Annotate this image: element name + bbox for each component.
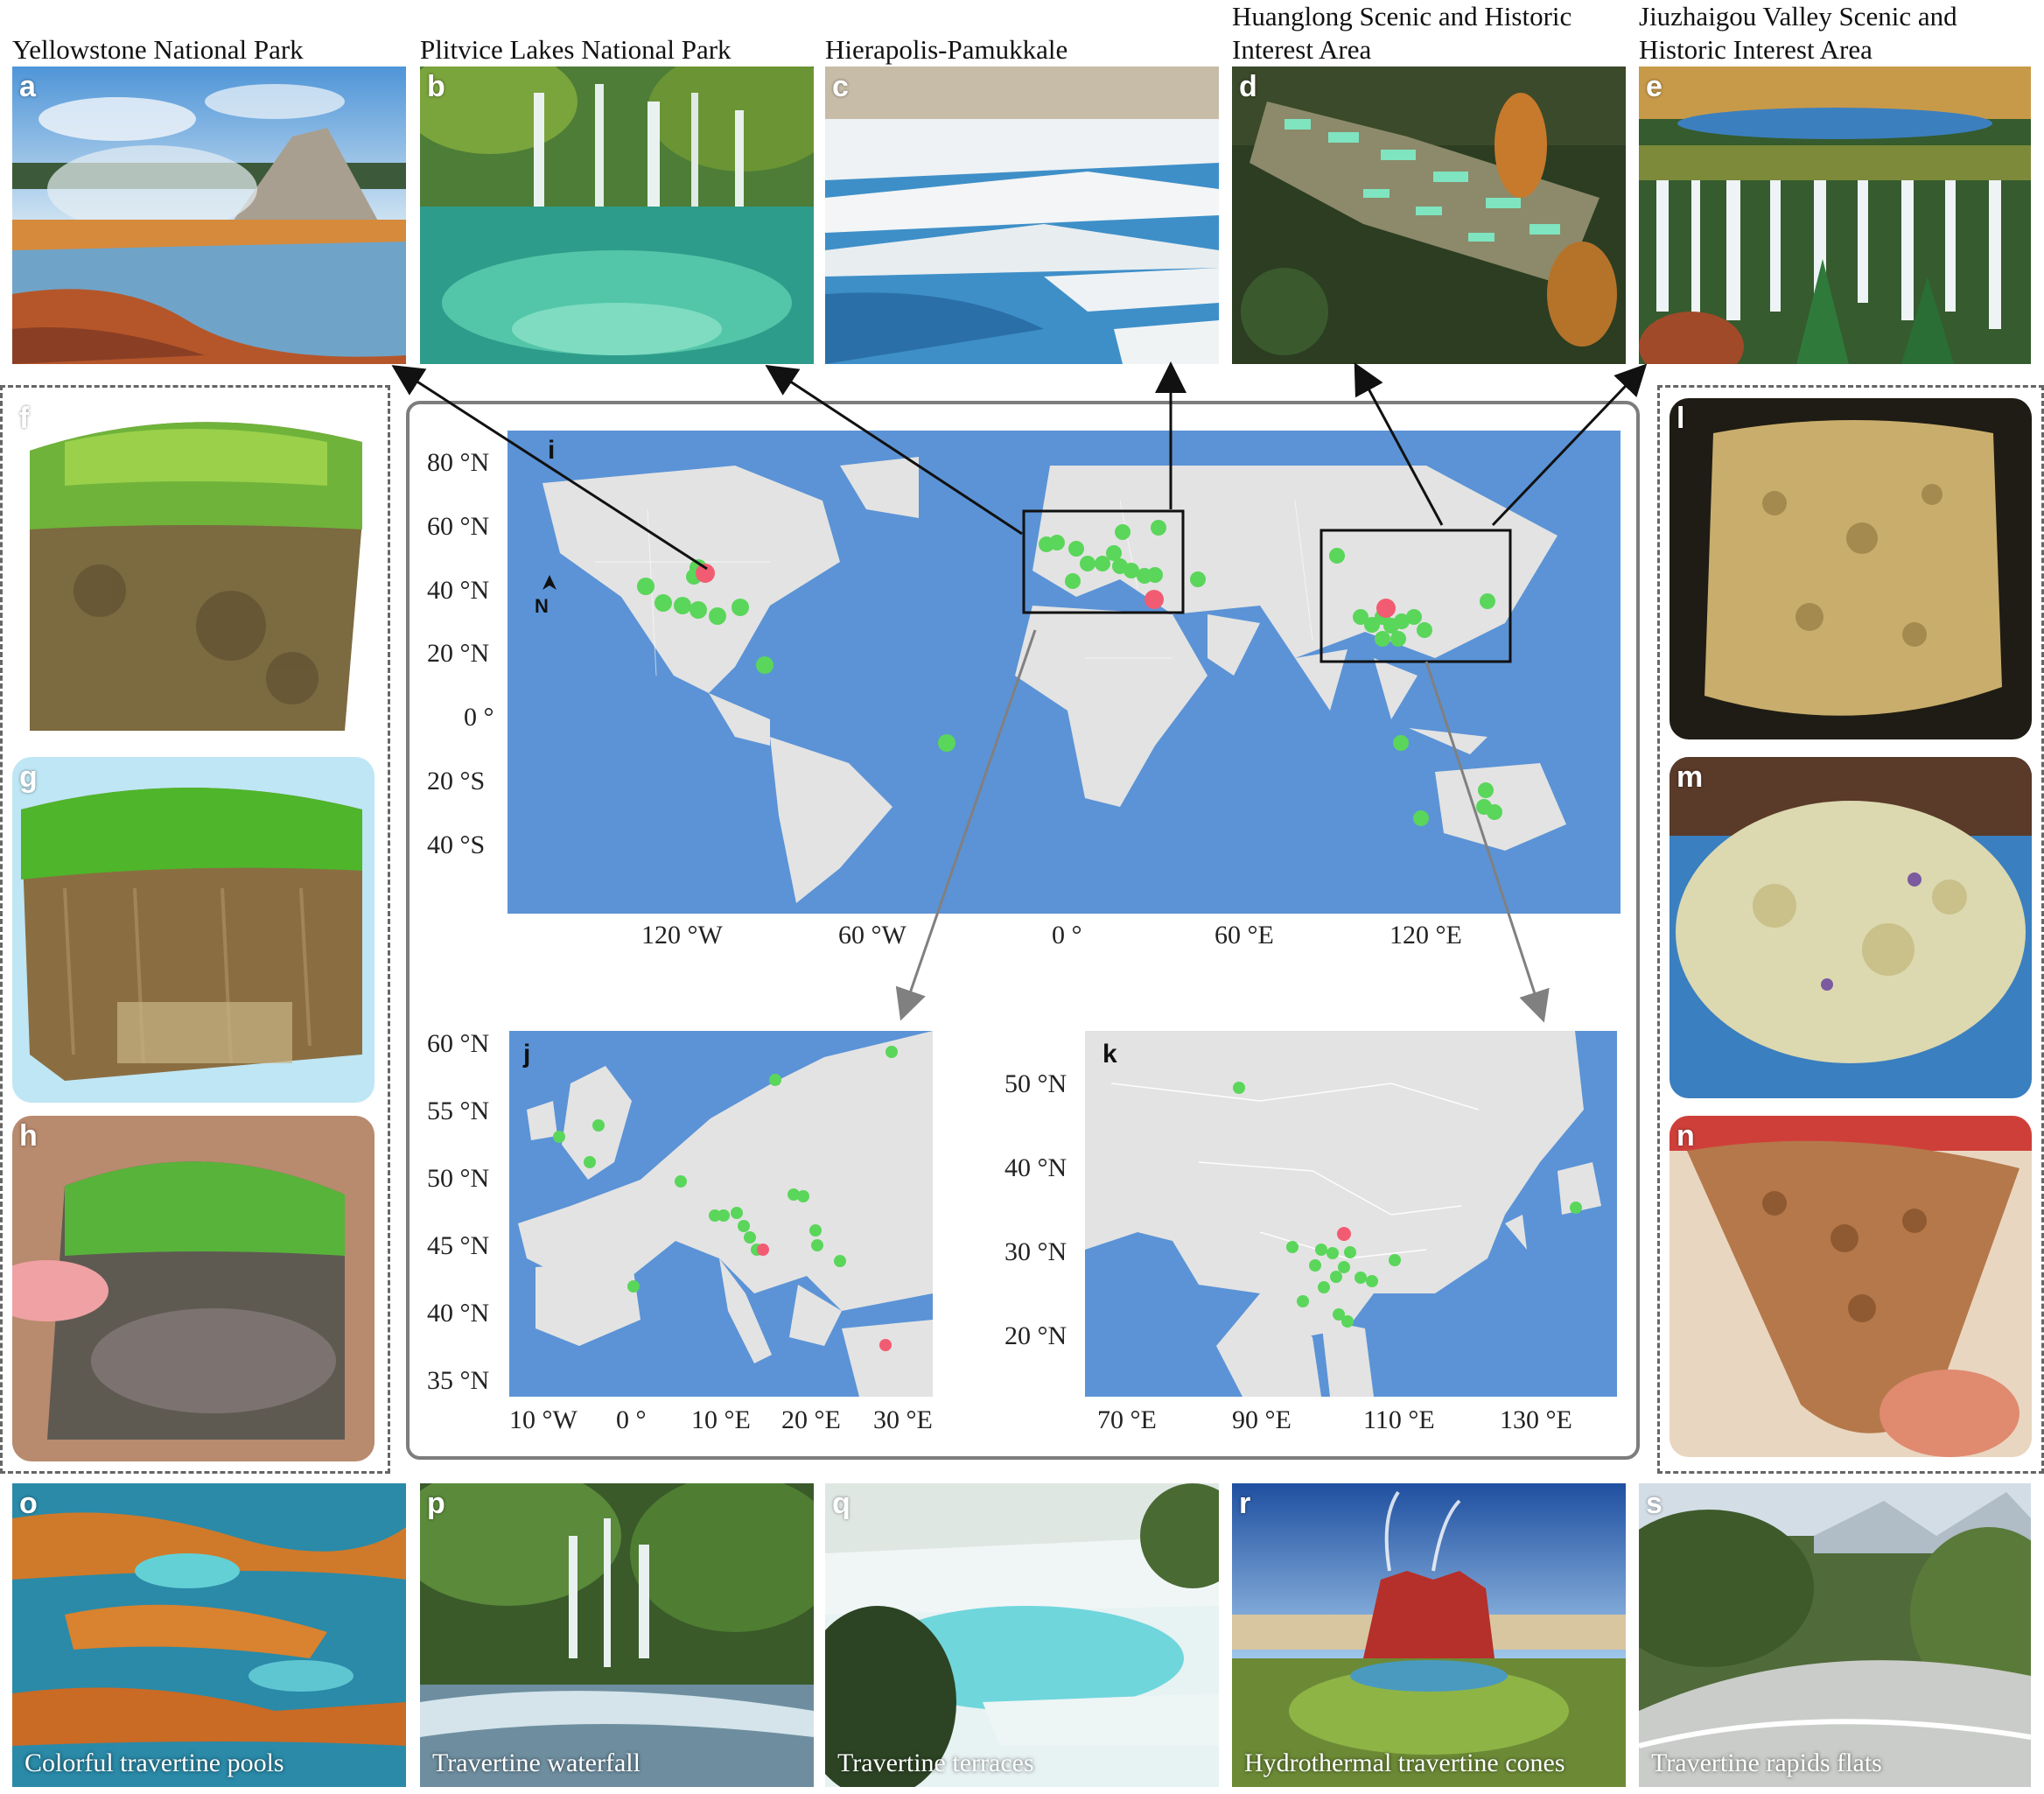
photo-hydrothermal-cones: r Hydrothermal travertine cones <box>1232 1483 1626 1787</box>
world-lat-tick: 0 ° <box>464 703 494 732</box>
panel-label-r: r <box>1239 1487 1251 1520</box>
europe-lon-tick: 0 ° <box>616 1405 647 1434</box>
world-lat-tick: 40 °S <box>427 830 486 859</box>
europe-map <box>509 1031 933 1397</box>
photo-moss-sample-g: g <box>12 757 374 1103</box>
photo-plitvice: b <box>420 67 814 364</box>
china-inset-box <box>1320 529 1512 663</box>
europe-lat-tick: 45 °N <box>427 1231 490 1260</box>
panel-label-n: n <box>1676 1119 1695 1153</box>
china-map <box>1085 1031 1617 1397</box>
site-title-d-line2: Interest Area <box>1232 34 1372 65</box>
photo-travertine-terraces: q Travertine terraces <box>825 1483 1219 1787</box>
world-map <box>508 431 1620 914</box>
panel-label-q: q <box>832 1487 850 1520</box>
photo-travertine-sample-n: n <box>1670 1116 2032 1457</box>
europe-lat-tick: 60 °N <box>427 1029 490 1058</box>
panel-label-m: m <box>1676 760 1704 794</box>
world-lat-tick: 60 °N <box>427 512 490 541</box>
world-lat-tick: 80 °N <box>427 448 490 477</box>
europe-lon-tick: 10 °W <box>509 1405 578 1434</box>
panel-label-g: g <box>19 760 38 794</box>
europe-inset-box <box>1022 509 1185 614</box>
world-lat-tick: 20 °N <box>427 639 490 668</box>
europe-lat-tick: 55 °N <box>427 1097 490 1125</box>
caption-o: Colorful travertine pools <box>24 1748 284 1777</box>
panel-label-f: f <box>19 402 30 435</box>
caption-s: Travertine rapids flats <box>1651 1748 1882 1777</box>
panel-label-e: e <box>1646 70 1662 103</box>
site-title-e-line2: Historic Interest Area <box>1639 34 1872 65</box>
photo-moss-sample-h: h <box>12 1116 374 1461</box>
china-lon-tick: 90 °E <box>1232 1405 1292 1434</box>
china-lon-tick: 130 °E <box>1500 1405 1572 1434</box>
china-lon-tick: 110 °E <box>1363 1405 1435 1434</box>
world-lon-tick: 0 ° <box>1052 921 1082 950</box>
north-arrow-label: N <box>535 595 549 617</box>
site-title-d-line1: Huanglong Scenic and Historic <box>1232 1 1572 32</box>
photo-colorful-pools: o Colorful travertine pools <box>12 1483 406 1787</box>
caption-p: Travertine waterfall <box>432 1748 640 1777</box>
world-lon-tick: 120 °E <box>1390 921 1462 950</box>
left-moss-group <box>0 385 390 1474</box>
panel-label-o: o <box>19 1487 38 1520</box>
europe-lon-tick: 20 °E <box>781 1405 841 1434</box>
world-lon-tick: 120 °W <box>641 921 723 950</box>
panel-label-l: l <box>1676 402 1685 435</box>
right-travertine-group <box>1657 385 2044 1474</box>
photo-yellowstone: a <box>12 67 406 364</box>
caption-r: Hydrothermal travertine cones <box>1244 1748 1565 1777</box>
europe-lat-tick: 35 °N <box>427 1366 490 1395</box>
caption-q: Travertine terraces <box>837 1748 1034 1777</box>
panel-label-d: d <box>1239 70 1257 103</box>
china-lat-tick: 30 °N <box>1004 1237 1068 1266</box>
photo-travertine-waterfall: p Travertine waterfall <box>420 1483 814 1787</box>
panel-label-h: h <box>19 1119 38 1153</box>
map-label-j: j <box>523 1040 531 1069</box>
china-lat-tick: 50 °N <box>1004 1069 1068 1098</box>
site-title-c: Hierapolis-Pamukkale <box>825 34 1068 65</box>
photo-huanglong: d <box>1232 67 1626 364</box>
panel-label-b: b <box>427 70 445 103</box>
world-lon-tick: 60 °E <box>1214 921 1274 950</box>
photo-moss-sample-f: f <box>12 398 374 739</box>
photo-rapids-flats: s Travertine rapids flats <box>1639 1483 2031 1787</box>
photo-travertine-sample-l: l <box>1670 398 2032 739</box>
panel-label-s: s <box>1646 1487 1662 1520</box>
site-title-e-line1: Jiuzhaigou Valley Scenic and <box>1639 1 1957 32</box>
panel-label-a: a <box>19 70 36 103</box>
site-title-b: Plitvice Lakes National Park <box>420 34 732 65</box>
map-label-k: k <box>1102 1040 1117 1069</box>
photo-jiuzhaigou: e <box>1639 67 2031 364</box>
europe-lon-tick: 10 °E <box>691 1405 751 1434</box>
china-lat-tick: 40 °N <box>1004 1153 1068 1182</box>
world-lat-tick: 40 °N <box>427 576 490 605</box>
panel-label-p: p <box>427 1487 445 1520</box>
map-label-i: i <box>548 436 556 465</box>
europe-lat-tick: 40 °N <box>427 1299 490 1328</box>
china-lon-tick: 70 °E <box>1097 1405 1157 1434</box>
panel-label-c: c <box>832 70 849 103</box>
site-title-a: Yellowstone National Park <box>12 34 304 65</box>
world-lon-tick: 60 °W <box>838 921 906 950</box>
north-arrow-icon <box>542 575 556 590</box>
europe-lat-tick: 50 °N <box>427 1164 490 1193</box>
photo-travertine-sample-m: m <box>1670 757 2032 1098</box>
europe-lon-tick: 30 °E <box>873 1405 933 1434</box>
china-lat-tick: 20 °N <box>1004 1321 1068 1350</box>
world-lat-tick: 20 °S <box>427 767 486 795</box>
photo-pamukkale: c <box>825 67 1219 364</box>
